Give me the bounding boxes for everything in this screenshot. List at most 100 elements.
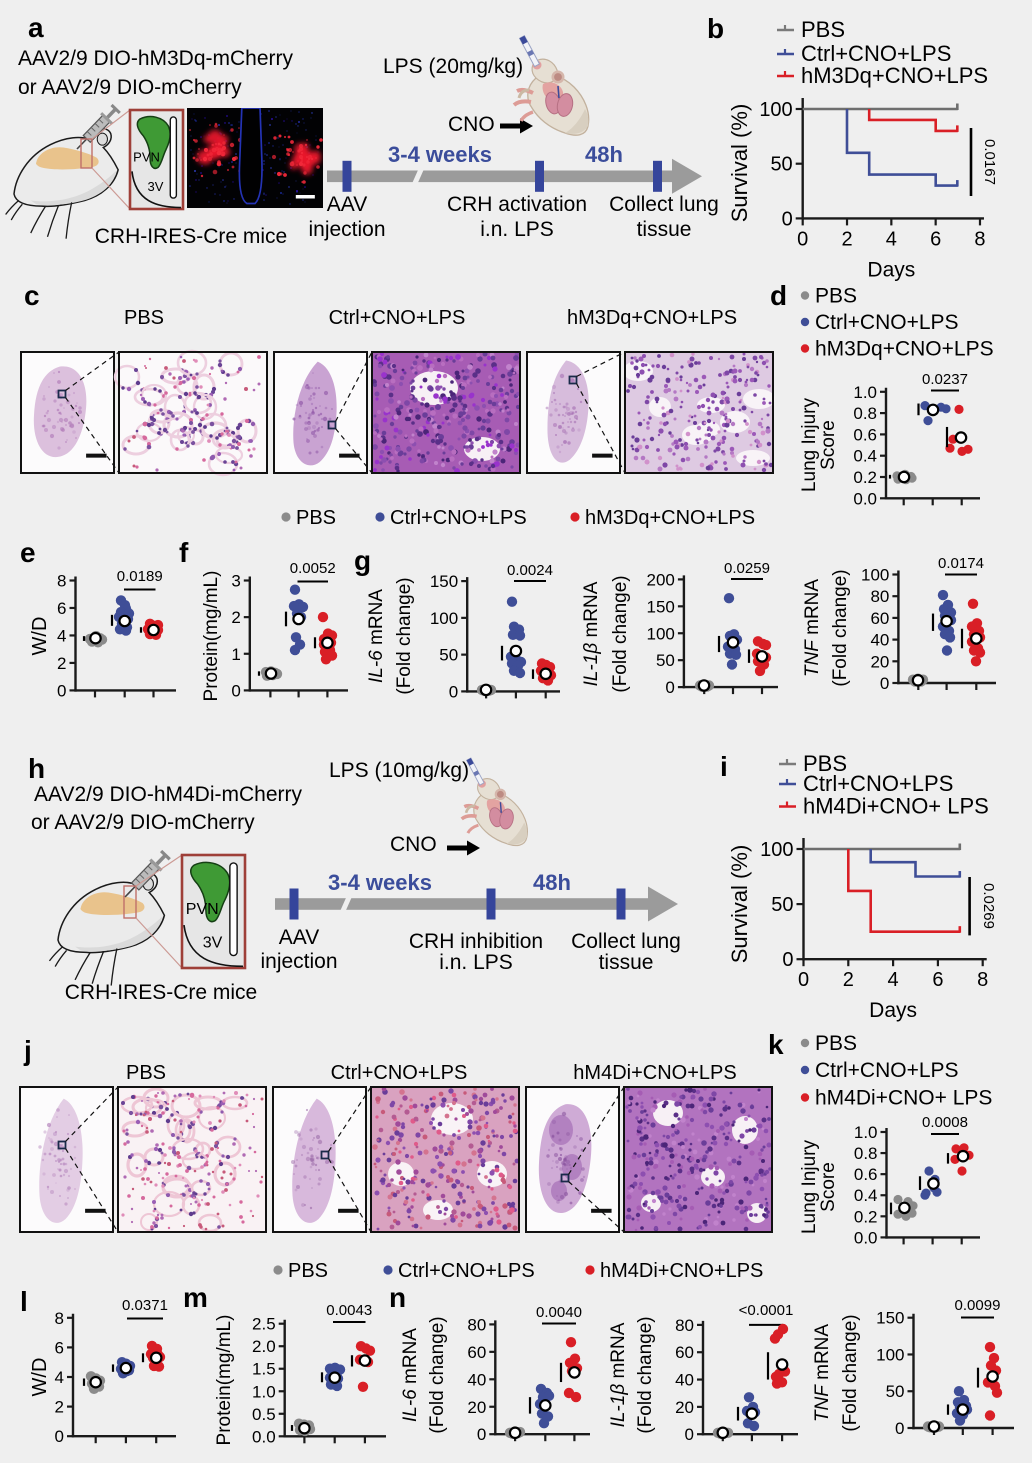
svg-text:48h: 48h bbox=[533, 870, 571, 895]
svg-text:hM3Dq+CNO+LPS: hM3Dq+CNO+LPS bbox=[801, 63, 988, 88]
svg-text:Ctrl+CNO+LPS: Ctrl+CNO+LPS bbox=[331, 1062, 468, 1084]
svg-text:80: 80 bbox=[467, 1315, 486, 1334]
svg-text:0.0269: 0.0269 bbox=[980, 883, 997, 929]
svg-text:l: l bbox=[20, 1286, 28, 1317]
svg-text:2: 2 bbox=[843, 969, 854, 991]
svg-text:0: 0 bbox=[449, 682, 458, 701]
svg-text:0.0174: 0.0174 bbox=[938, 555, 984, 572]
svg-text:n: n bbox=[389, 1282, 406, 1313]
svg-text:0: 0 bbox=[895, 1419, 904, 1438]
svg-text:50: 50 bbox=[770, 154, 792, 176]
svg-text:b: b bbox=[707, 13, 724, 44]
svg-text:Survival (%): Survival (%) bbox=[727, 845, 752, 964]
svg-text:Lung Injury: Lung Injury bbox=[799, 1140, 820, 1235]
svg-text:hM4Di+CNO+ LPS: hM4Di+CNO+ LPS bbox=[815, 1087, 992, 1110]
svg-text:Score: Score bbox=[818, 1162, 839, 1212]
svg-text:50: 50 bbox=[656, 651, 675, 670]
svg-text:0.0040: 0.0040 bbox=[536, 1304, 582, 1321]
svg-text:hM3Dq+CNO+LPS: hM3Dq+CNO+LPS bbox=[815, 338, 994, 361]
svg-text:h: h bbox=[28, 753, 45, 784]
svg-text:hM3Dq+CNO+LPS: hM3Dq+CNO+LPS bbox=[585, 507, 755, 529]
svg-text:1.5: 1.5 bbox=[252, 1360, 276, 1379]
svg-text:2.0: 2.0 bbox=[252, 1337, 276, 1356]
svg-text:hM4Di+CNO+LPS: hM4Di+CNO+LPS bbox=[600, 1260, 763, 1282]
svg-text:60: 60 bbox=[467, 1343, 486, 1362]
svg-text:(Fold change): (Fold change) bbox=[427, 1316, 448, 1433]
svg-text:0.6: 0.6 bbox=[854, 1165, 878, 1184]
svg-text:PBS: PBS bbox=[801, 17, 845, 42]
svg-text:100: 100 bbox=[430, 609, 458, 628]
svg-text:2: 2 bbox=[57, 654, 66, 673]
svg-text:50: 50 bbox=[771, 894, 793, 916]
svg-text:0.0052: 0.0052 bbox=[290, 560, 336, 577]
svg-text:PBS: PBS bbox=[288, 1260, 328, 1282]
svg-text:W/D: W/D bbox=[29, 617, 51, 656]
svg-text:CRH inhibition: CRH inhibition bbox=[409, 930, 543, 953]
svg-text:Ctrl+CNO+LPS: Ctrl+CNO+LPS bbox=[390, 507, 527, 529]
svg-text:0.2: 0.2 bbox=[853, 468, 877, 487]
svg-text:8: 8 bbox=[977, 969, 988, 991]
svg-text:(Fold change): (Fold change) bbox=[830, 569, 851, 686]
svg-text:TNF mRNA: TNF mRNA bbox=[812, 1324, 833, 1422]
svg-text:PBS: PBS bbox=[124, 307, 164, 329]
svg-text:Days: Days bbox=[869, 999, 917, 1022]
svg-text:60: 60 bbox=[870, 609, 889, 628]
svg-text:0.8: 0.8 bbox=[854, 1144, 878, 1163]
svg-text:W/D: W/D bbox=[29, 1358, 51, 1397]
svg-text:150: 150 bbox=[430, 572, 458, 591]
svg-text:a: a bbox=[28, 12, 44, 43]
svg-text:AAV: AAV bbox=[279, 926, 319, 949]
svg-text:150: 150 bbox=[647, 597, 675, 616]
svg-text:k: k bbox=[768, 1029, 784, 1060]
svg-text:20: 20 bbox=[467, 1398, 486, 1417]
svg-text:0.0043: 0.0043 bbox=[326, 1302, 372, 1319]
svg-text:0: 0 bbox=[685, 1425, 694, 1444]
svg-text:0.0237: 0.0237 bbox=[922, 371, 968, 388]
svg-text:2: 2 bbox=[231, 608, 240, 627]
svg-text:e: e bbox=[20, 537, 36, 568]
svg-text:Protein(mg/mL): Protein(mg/mL) bbox=[201, 571, 222, 702]
svg-text:CRH activation: CRH activation bbox=[447, 193, 587, 216]
svg-text:d: d bbox=[770, 280, 787, 311]
svg-text:100: 100 bbox=[647, 624, 675, 643]
svg-text:50: 50 bbox=[439, 646, 458, 665]
svg-text:PBS: PBS bbox=[815, 1032, 857, 1055]
svg-text:<0.0001: <0.0001 bbox=[739, 1302, 794, 1319]
svg-text:0: 0 bbox=[665, 678, 674, 697]
svg-text:Days: Days bbox=[867, 258, 915, 281]
svg-text:IL-1β mRNA: IL-1β mRNA bbox=[608, 1322, 629, 1427]
svg-text:0.0: 0.0 bbox=[252, 1427, 276, 1446]
svg-text:3V: 3V bbox=[203, 935, 223, 952]
svg-text:TNF mRNA: TNF mRNA bbox=[802, 579, 823, 677]
svg-text:injection: injection bbox=[260, 950, 337, 973]
svg-text:48h: 48h bbox=[585, 142, 623, 167]
svg-text:AAV2/9 DIO-hM3Dq-mCherry: AAV2/9 DIO-hM3Dq-mCherry bbox=[18, 47, 294, 70]
svg-text:100: 100 bbox=[759, 99, 792, 121]
svg-text:Ctrl+CNO+LPS: Ctrl+CNO+LPS bbox=[815, 311, 959, 334]
svg-text:0.0259: 0.0259 bbox=[724, 560, 770, 577]
svg-text:(Fold change): (Fold change) bbox=[635, 1316, 656, 1433]
svg-text:0.4: 0.4 bbox=[854, 1186, 878, 1205]
svg-text:0: 0 bbox=[782, 949, 793, 971]
svg-text:Ctrl+CNO+LPS: Ctrl+CNO+LPS bbox=[803, 771, 953, 796]
svg-text:6: 6 bbox=[932, 969, 943, 991]
svg-text:CRH-IRES-Cre mice: CRH-IRES-Cre mice bbox=[65, 981, 258, 1004]
svg-text:i.n. LPS: i.n. LPS bbox=[439, 951, 513, 974]
svg-text:i: i bbox=[720, 751, 728, 782]
svg-text:or AAV2/9 DIO-mCherry: or AAV2/9 DIO-mCherry bbox=[18, 76, 242, 99]
svg-text:4: 4 bbox=[55, 1368, 64, 1387]
svg-text:IL-1β mRNA: IL-1β mRNA bbox=[581, 581, 602, 686]
svg-text:0.0024: 0.0024 bbox=[507, 562, 553, 579]
svg-text:1.0: 1.0 bbox=[854, 1123, 878, 1142]
svg-text:40: 40 bbox=[675, 1371, 694, 1390]
svg-text:1.0: 1.0 bbox=[252, 1382, 276, 1401]
svg-text:100: 100 bbox=[760, 839, 793, 861]
svg-text:40: 40 bbox=[870, 631, 889, 650]
svg-text:Ctrl+CNO+LPS: Ctrl+CNO+LPS bbox=[815, 1059, 959, 1082]
svg-text:j: j bbox=[23, 1035, 32, 1066]
svg-text:4: 4 bbox=[888, 969, 899, 991]
svg-text:AAV2/9 DIO-hM4Di-mCherry: AAV2/9 DIO-hM4Di-mCherry bbox=[34, 783, 302, 806]
svg-text:or AAV2/9 DIO-mCherry: or AAV2/9 DIO-mCherry bbox=[31, 811, 255, 834]
svg-text:6: 6 bbox=[930, 228, 941, 250]
svg-text:g: g bbox=[354, 545, 371, 576]
